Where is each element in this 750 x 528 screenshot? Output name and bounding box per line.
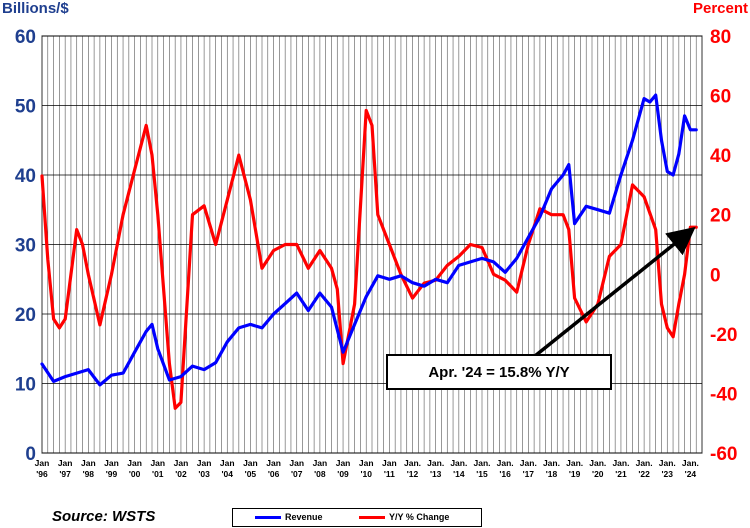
left-tick-label: 10 [15,375,36,396]
x-tick-label-year: '10 [360,469,372,479]
x-tick-label-top: Jan. [612,458,629,468]
left-tick-label: 50 [15,97,36,118]
x-tick-label-year: '96 [36,469,48,479]
legend-label-revenue: Revenue [285,512,323,522]
series-line-revenue [40,93,698,387]
grid-layer [41,35,703,454]
x-tick-label-top: Jan [382,458,397,468]
x-tick-label-top: Jan. [543,458,560,468]
x-tick-label-top: Jan [35,458,50,468]
x-tick-label-year: '11 [384,469,395,479]
x-tick-label-top: Jan. [589,458,606,468]
x-tick-label-top: Jan. [427,458,444,468]
x-tick-label-year: '05 [245,469,257,479]
x-tick-label-top: Jan [104,458,119,468]
left-tick-label: 60 [15,27,36,48]
legend-label-yoy: Y/Y % Change [389,512,450,522]
x-tick-label-top: Jan [127,458,142,468]
x-tick-label-year: '01 [152,469,164,479]
x-tick-label-year: '17 [523,469,535,479]
x-tick-label-year: '09 [337,469,349,479]
right-tick-label: -40 [710,384,737,405]
series-layer [40,93,698,410]
x-tick-label-year: '19 [569,469,581,479]
x-tick-label-year: '99 [106,469,118,479]
legend-swatch-yoy [359,515,385,519]
x-tick-label-top: Jan [58,458,73,468]
callout-box: Apr. '24 = 15.8% Y/Y [386,354,612,390]
x-tick-label-year: '20 [592,469,604,479]
x-tick-label-top: Jan [150,458,165,468]
x-tick-label-year: '08 [314,469,326,479]
x-tick-label-top: Jan [81,458,96,468]
right-tick-label: -60 [710,444,737,465]
legend-item-yoy: Y/Y % Change [359,512,449,522]
x-tick-label-year: '98 [83,469,95,479]
left-tick-label: 40 [15,166,36,187]
x-tick-label-top: Jan [336,458,351,468]
x-tick-label-year: '00 [129,469,141,479]
axis-layer: 0102030405060-60-40-20020406080Jan'96Jan… [15,27,738,479]
x-tick-label-top: Jan [359,458,374,468]
left-axis-title: Billions/$ [2,0,69,17]
x-tick-label-top: Jan. [473,458,490,468]
x-tick-label-top: Jan. [404,458,421,468]
x-tick-label-top: Jan [266,458,281,468]
x-tick-label-top: Jan. [520,458,537,468]
right-tick-label: 0 [710,265,721,286]
x-tick-label-top: Jan. [450,458,467,468]
x-tick-label-top: Jan. [636,458,653,468]
x-tick-label-year: '03 [198,469,210,479]
x-tick-label-top: Jan [289,458,304,468]
x-tick-label-year: '14 [453,469,465,479]
source-label: Source: WSTS [52,508,156,525]
x-tick-label-year: '02 [175,469,187,479]
series-line-yoy-change [40,108,698,410]
x-tick-label-top: Jan. [566,458,583,468]
x-tick-label-year: '24 [685,469,697,479]
x-tick-label-top: Jan. [659,458,676,468]
left-tick-label: 20 [15,305,36,326]
x-tick-label-top: Jan [197,458,212,468]
x-tick-label-year: '07 [291,469,303,479]
x-tick-label-year: '15 [476,469,488,479]
x-tick-label-year: '18 [546,469,558,479]
x-tick-label-year: '04 [222,469,234,479]
x-tick-label-top: Jan [174,458,189,468]
x-tick-label-year: '13 [430,469,442,479]
right-tick-label: 80 [710,27,731,48]
x-tick-label-year: '23 [662,469,674,479]
x-tick-label-year: '97 [59,469,71,479]
right-tick-label: 20 [710,206,731,227]
x-tick-label-year: '16 [499,469,511,479]
x-tick-label-top: Jan [243,458,258,468]
right-axis-title: Percent [692,0,748,17]
right-tick-label: -20 [710,325,737,346]
right-tick-label: 40 [710,146,731,167]
left-tick-label: 30 [15,236,36,257]
legend-swatch-revenue [255,515,281,519]
x-tick-label-top: Jan. [497,458,514,468]
x-tick-label-top: Jan [313,458,328,468]
left-tick-label: 0 [25,444,36,465]
x-tick-label-year: '06 [268,469,280,479]
x-tick-label-year: '22 [638,469,650,479]
x-tick-label-year: '12 [407,469,419,479]
right-tick-label: 60 [710,87,731,108]
legend: Revenue Y/Y % Change [232,508,482,527]
x-tick-label-top: Jan [220,458,235,468]
legend-item-revenue: Revenue [255,512,323,522]
x-tick-label-year: '21 [615,469,627,479]
x-tick-label-top: Jan. [682,458,699,468]
